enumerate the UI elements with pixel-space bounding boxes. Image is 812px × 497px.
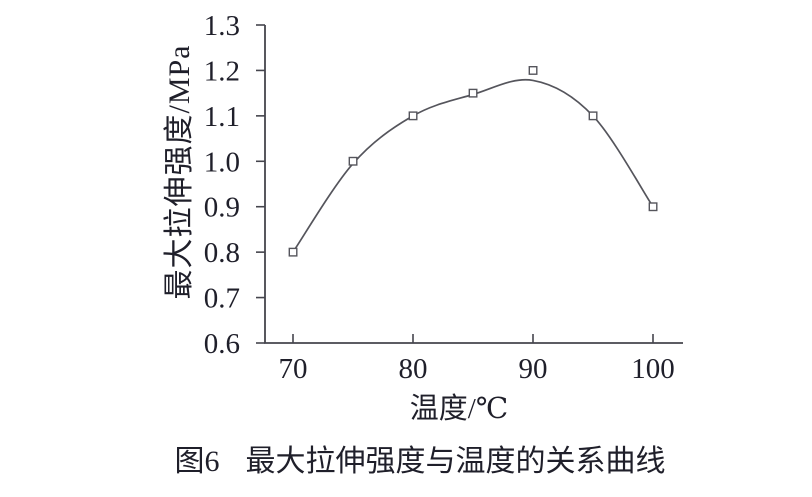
y-tick-label: 1.3 — [204, 10, 240, 42]
y-tick-label: 1.1 — [204, 101, 240, 133]
data-marker — [468, 88, 478, 98]
x-tick-label: 100 — [631, 353, 675, 385]
y-tick-label: 0.7 — [204, 283, 240, 315]
y-tick-label: 1.2 — [204, 55, 240, 87]
figure-caption-title: 最大拉伸强度与温度的关系曲线 — [245, 445, 666, 478]
data-marker — [588, 111, 598, 121]
axes-spines — [264, 25, 683, 344]
data-marker — [408, 111, 418, 121]
data-marker — [648, 202, 658, 212]
y-tick-label: 0.6 — [204, 328, 240, 360]
plot-svg: 0.6 0.7 0.8 0.9 1.0 1.1 1.2 1.3 70 80 90 100 — [204, 10, 683, 385]
x-axis-label: 温度/℃ — [409, 393, 509, 425]
figure-caption: 图6 最大拉伸强度与温度的关系曲线 — [175, 436, 666, 480]
y-tick-label: 0.8 — [204, 237, 240, 269]
x-tick-label: 70 — [279, 353, 308, 385]
y-tick-label: 1.0 — [204, 146, 240, 178]
data-marker — [348, 156, 358, 166]
x-tick-label: 80 — [399, 353, 428, 385]
y-axis-label: 最大拉伸强度/MPa — [163, 44, 196, 300]
data-marker — [528, 65, 538, 75]
data-marker — [288, 247, 298, 257]
y-tick-label: 0.9 — [204, 192, 240, 224]
figure-caption-number: 图6 — [174, 445, 220, 478]
fitted-curve — [292, 78, 654, 253]
x-tick-label: 90 — [519, 353, 548, 385]
